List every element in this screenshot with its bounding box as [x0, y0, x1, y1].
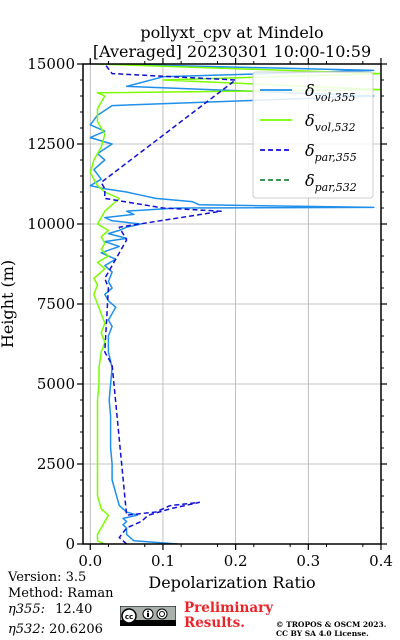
method-text: Method: Raman: [8, 586, 114, 601]
y-tick-label: 2500: [37, 455, 75, 473]
svg-text:cc: cc: [125, 613, 133, 621]
x-tick-label: 0.1: [151, 552, 175, 570]
x-tick-label: 0.4: [369, 552, 393, 570]
y-tick-label: 10000: [27, 215, 75, 233]
series-lines: [89, 64, 381, 544]
eta355-label: η355:: [8, 602, 45, 617]
legend-label-0: δvol,355: [305, 81, 356, 104]
y-tick-label: 0: [65, 535, 75, 553]
eta532-label: η532:: [8, 622, 45, 637]
axis-ticks: 0.0 0.1 0.2 0.3 0.4 0 2500 5000 7500 10000 12500 15…: [27, 55, 393, 570]
eta355-value: 12.40: [55, 602, 93, 617]
legend-label-2: δpar,355: [305, 141, 357, 164]
y-tick-label: 5000: [37, 375, 75, 393]
legend-box: [252, 71, 374, 199]
legend-label-3: δpar,532: [305, 171, 357, 194]
eta532-value: 20.6206: [49, 622, 103, 637]
eta355-row: η355: 12.40: [8, 601, 92, 618]
x-axis-label: Depolarization Ratio: [148, 573, 315, 592]
version-text: Version: 3.5: [8, 570, 87, 585]
y-tick-label: 12500: [27, 135, 75, 153]
preliminary-line-2: Results.: [184, 615, 245, 631]
depolarization-chart: pollyxt_cpv at Mindelo [Averaged] 202303…: [0, 23, 393, 592]
legend-label-1: δvol,532: [305, 111, 356, 134]
preliminary-results-note: Preliminary Results.: [184, 601, 273, 631]
x-tick-label: 0.0: [78, 552, 102, 570]
series-line-1: [89, 64, 381, 544]
x-tick-label: 0.2: [224, 552, 248, 570]
legend: δvol,355 δvol,532 δpar,355 δpar,532: [252, 71, 374, 199]
eta532-row: η532: 20.6206: [8, 621, 103, 638]
y-tick-label: 15000: [27, 55, 75, 73]
y-axis-label: Height (m): [0, 260, 17, 348]
x-tick-label: 0.3: [296, 552, 320, 570]
copyright-note: © TROPOS & OSCM 2023. CC BY SA 4.0 Licen…: [276, 620, 386, 638]
preliminary-line-1: Preliminary: [184, 600, 274, 616]
chart-subtitle: [Averaged] 20230301 10:00-10:59: [93, 42, 371, 61]
series-line-2: [100, 64, 237, 544]
cc-by-sa-badge: cc: [120, 606, 176, 626]
chart-title: pollyxt_cpv at Mindelo: [140, 23, 323, 42]
copyright-line-2: CC BY SA 4.0 License.: [276, 629, 369, 638]
series-line-0: [89, 64, 375, 544]
y-tick-label: 7500: [37, 295, 75, 313]
copyright-line-1: © TROPOS & OSCM 2023.: [276, 620, 387, 629]
